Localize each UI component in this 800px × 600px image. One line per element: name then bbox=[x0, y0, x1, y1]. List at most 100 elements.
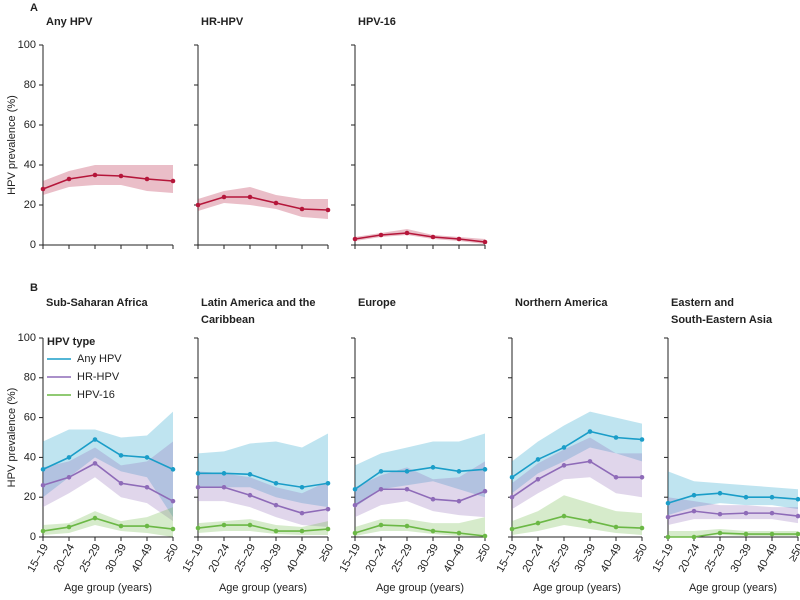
x-tick-label: 25–29 bbox=[702, 542, 728, 574]
x-axis-label: Age group (years) bbox=[689, 582, 777, 594]
title-line: Caribbean bbox=[201, 314, 255, 326]
title-line: HPV-16 bbox=[358, 16, 396, 28]
data-point bbox=[743, 510, 749, 516]
data-point bbox=[769, 531, 775, 537]
data-point bbox=[273, 200, 279, 206]
series-line bbox=[197, 196, 329, 211]
x-axis-label: Age group (years) bbox=[376, 582, 464, 594]
data-point bbox=[40, 482, 46, 488]
data-point bbox=[325, 207, 331, 213]
data-point bbox=[587, 518, 593, 524]
data-point bbox=[535, 520, 541, 526]
data-point bbox=[795, 496, 800, 502]
y-tick-label: 60 bbox=[24, 412, 36, 424]
data-point bbox=[299, 484, 305, 490]
series-line bbox=[511, 430, 643, 478]
data-point bbox=[352, 502, 358, 508]
chart-title: Eastern and South-Eastern Asia bbox=[671, 297, 773, 326]
x-tick-label: 25–29 bbox=[77, 542, 103, 574]
data-point bbox=[613, 475, 619, 480]
chart-title: HR-HPV bbox=[201, 16, 244, 28]
data-point bbox=[40, 186, 46, 192]
x-tick-label: 40–49 bbox=[284, 542, 310, 574]
data-point bbox=[247, 194, 253, 200]
x-tick-label: 30–39 bbox=[103, 542, 129, 574]
data-point bbox=[613, 524, 619, 530]
series-line bbox=[42, 462, 174, 502]
x-tick-label: ≥50 bbox=[474, 542, 494, 564]
data-point bbox=[430, 528, 436, 534]
data-point bbox=[743, 531, 749, 537]
title-line: Europe bbox=[358, 297, 396, 309]
title-line: South-Eastern Asia bbox=[671, 314, 773, 326]
confidence-band bbox=[198, 433, 328, 508]
data-point bbox=[404, 486, 410, 492]
data-point bbox=[118, 173, 124, 179]
data-point bbox=[144, 523, 150, 529]
data-point bbox=[769, 510, 775, 516]
x-axis-label: Age group (years) bbox=[64, 582, 152, 594]
data-point bbox=[482, 488, 488, 494]
y-tick-label: 0 bbox=[30, 239, 36, 251]
x-tick-label: 15–19 bbox=[180, 542, 206, 574]
confidence-band bbox=[355, 461, 485, 518]
x-tick-label: 20–24 bbox=[676, 542, 702, 574]
data-point bbox=[299, 510, 305, 516]
data-point bbox=[482, 467, 488, 472]
data-point bbox=[273, 480, 279, 486]
data-point bbox=[66, 176, 72, 182]
data-point bbox=[66, 475, 72, 480]
data-point bbox=[144, 455, 150, 460]
data-point bbox=[378, 486, 384, 492]
data-point bbox=[404, 230, 410, 236]
data-point bbox=[247, 522, 253, 528]
title-line: Latin America and the bbox=[201, 297, 316, 309]
x-tick-label: 15–19 bbox=[650, 542, 676, 574]
data-point bbox=[769, 494, 775, 500]
data-point bbox=[92, 172, 98, 178]
series-line bbox=[42, 438, 174, 471]
y-tick-label: 100 bbox=[18, 39, 36, 51]
data-point bbox=[170, 498, 176, 504]
series-line bbox=[354, 466, 486, 490]
y-tick-label: 20 bbox=[24, 199, 36, 211]
data-point bbox=[535, 476, 541, 482]
confidence-band bbox=[198, 471, 328, 528]
x-tick-label: 25–29 bbox=[232, 542, 258, 574]
data-point bbox=[717, 490, 723, 496]
series-line bbox=[667, 492, 799, 504]
y-tick-label: 60 bbox=[24, 119, 36, 131]
chart-title: HPV-16 bbox=[358, 16, 396, 28]
data-point bbox=[40, 528, 46, 534]
data-point bbox=[118, 453, 124, 458]
data-point bbox=[299, 206, 305, 212]
data-point bbox=[325, 506, 331, 512]
title-line: HR-HPV bbox=[201, 16, 244, 28]
x-tick-label: 30–39 bbox=[258, 542, 284, 574]
data-point bbox=[665, 534, 671, 540]
y-tick-label: 20 bbox=[24, 491, 36, 503]
data-point bbox=[325, 526, 331, 532]
data-point bbox=[561, 445, 567, 450]
data-point bbox=[195, 471, 201, 476]
confidence-band bbox=[668, 471, 798, 516]
data-point bbox=[717, 530, 723, 536]
series-line bbox=[511, 515, 643, 530]
confidence-band bbox=[355, 229, 485, 244]
data-point bbox=[352, 530, 358, 536]
series-line bbox=[511, 460, 642, 498]
series-line bbox=[668, 532, 798, 538]
data-point bbox=[378, 469, 384, 474]
data-point bbox=[639, 525, 645, 531]
data-point bbox=[170, 467, 176, 472]
confidence-band bbox=[512, 411, 642, 494]
data-point bbox=[456, 530, 462, 536]
data-point bbox=[691, 492, 697, 498]
data-point bbox=[613, 435, 619, 440]
confidence-band bbox=[43, 411, 173, 518]
title-line: Northern America bbox=[515, 297, 608, 309]
x-tick-label: ≥50 bbox=[317, 542, 337, 564]
data-point bbox=[221, 522, 227, 528]
data-point bbox=[352, 486, 358, 492]
